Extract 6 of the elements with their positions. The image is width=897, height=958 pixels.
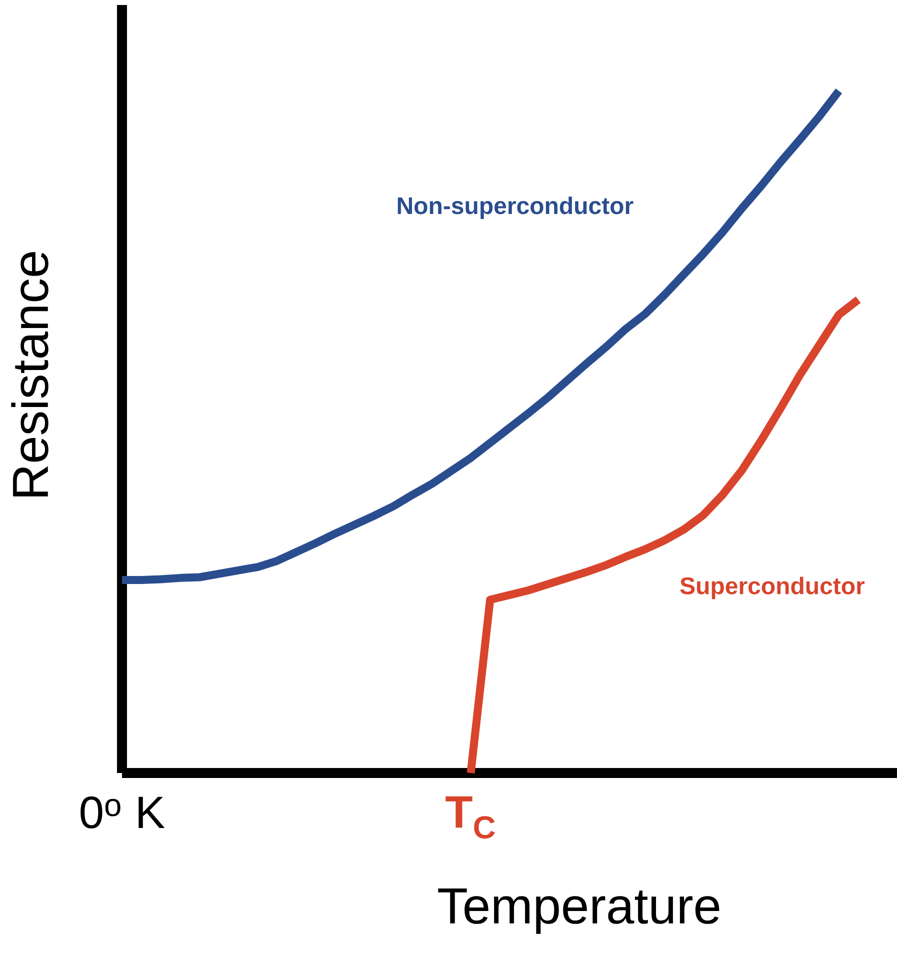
series-label: Superconductor [680, 576, 865, 600]
x-tick-label: 0$^{o}$ K [80, 796, 165, 828]
x-axis-title: Temperature [438, 888, 720, 934]
text: Non-superconductor [398, 196, 634, 219]
x-tick-label: T$_{C}$ [446, 796, 495, 839]
y-axis-title: Resistance [11, 252, 48, 496]
